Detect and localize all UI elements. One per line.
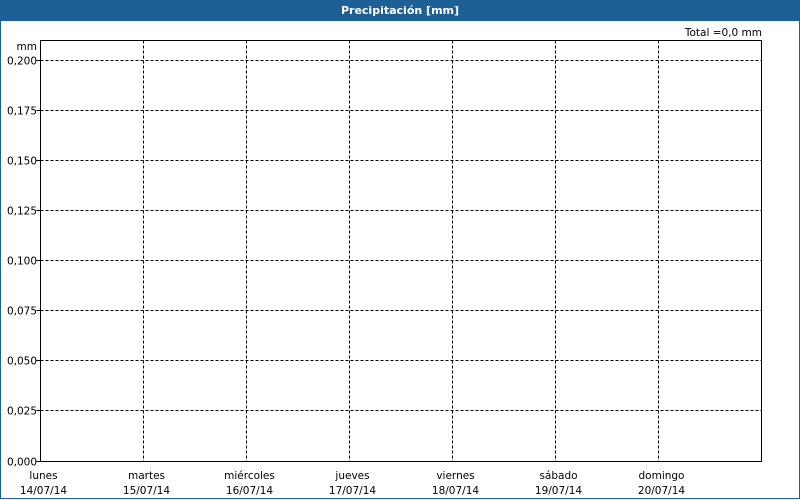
plot-area	[40, 40, 762, 462]
x-tick-day: miércoles	[224, 470, 275, 482]
y-tick-label: 0,200	[7, 56, 37, 68]
y-tick-label: 0,125	[7, 206, 37, 218]
x-tick-date: 20/07/14	[638, 485, 685, 497]
total-label: Total =0,0 mm	[684, 27, 762, 39]
y-tick-label: 0,075	[7, 306, 37, 318]
x-tick-day: viernes	[436, 470, 474, 482]
x-tick-date: 14/07/14	[20, 485, 67, 497]
x-tick-day: sábado	[539, 470, 577, 482]
x-tick-day: domingo	[639, 470, 685, 482]
y-tick-label: 0,100	[7, 256, 37, 268]
x-tick-day: lunes	[29, 470, 57, 482]
x-tick-day: martes	[128, 470, 165, 482]
y-tick-label: 0,050	[7, 356, 37, 368]
y-tick-label: 0,150	[7, 156, 37, 168]
y-tick-label: 0,175	[7, 106, 37, 118]
x-tick-date: 15/07/14	[123, 485, 170, 497]
x-tick-date: 18/07/14	[432, 485, 479, 497]
x-tick-day: jueves	[334, 470, 369, 482]
chart-title: Precipitación [mm]	[0, 0, 800, 21]
y-tick-label: 0,025	[7, 406, 37, 418]
y-axis-label: mm	[17, 41, 37, 53]
y-tick-label: 0,000	[7, 457, 37, 469]
x-tick-date: 17/07/14	[329, 485, 376, 497]
x-tick-date: 16/07/14	[226, 485, 273, 497]
x-tick-date: 19/07/14	[535, 485, 582, 497]
